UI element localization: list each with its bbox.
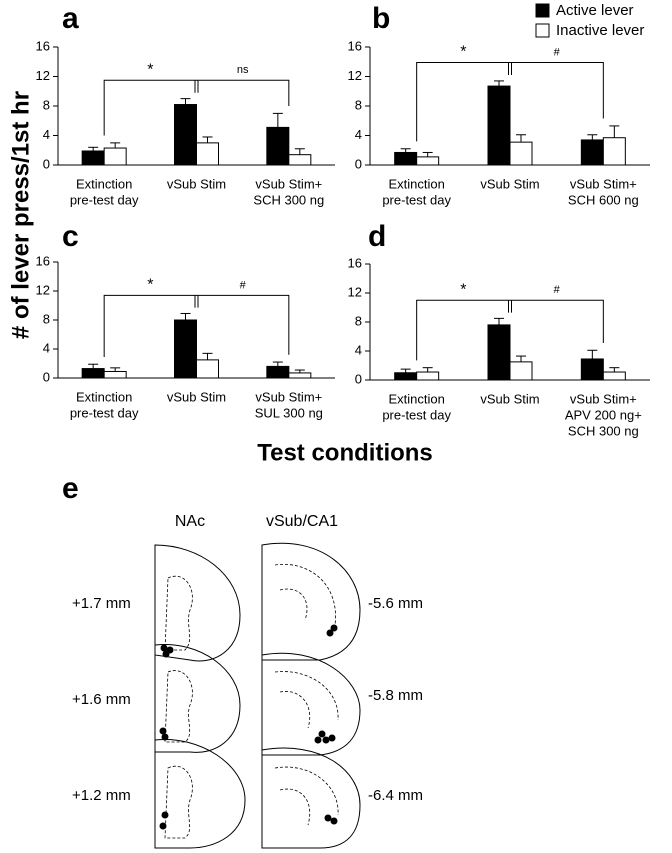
x-tick-label: SCH 600 ng (568, 192, 639, 207)
level-label: -5.8 mm (368, 687, 423, 704)
y-tick-label: 8 (43, 311, 50, 326)
level-label: +1.7 mm (72, 595, 131, 612)
x-tick-label: vSub Stim (167, 176, 226, 191)
bar (174, 319, 197, 379)
y-tick-label: 8 (43, 97, 50, 112)
bar (394, 151, 418, 166)
bar (580, 358, 604, 381)
x-tick-label: Extinction (76, 389, 132, 404)
legend-label: Inactive lever (556, 22, 644, 39)
significance-bracket (103, 294, 290, 357)
x-tick-label: pre-test day (382, 407, 451, 422)
x-tick-label: pre-test day (70, 405, 139, 420)
x-tick-label: SUL 300 ng (255, 405, 323, 420)
significance-label: # (240, 279, 247, 291)
legend-label: Active lever (556, 2, 634, 19)
x-tick-label: APV 200 ng+ (565, 407, 642, 422)
bar (394, 372, 418, 381)
y-tick-label: 0 (43, 369, 50, 384)
x-tick-label: pre-test day (70, 192, 139, 207)
bar (288, 154, 312, 166)
bar (602, 371, 626, 381)
y-tick-label: 16 (348, 38, 362, 53)
legend-swatch (535, 3, 550, 18)
y-tick-label: 12 (348, 68, 362, 83)
significance-label: * (147, 277, 153, 294)
y-tick-label: 12 (36, 68, 50, 83)
significance-label: ns (237, 64, 249, 76)
bar (602, 137, 626, 166)
x-tick-label: SCH 300 ng (568, 423, 639, 438)
x-tick-label: vSub Stim (480, 391, 539, 406)
y-tick-label: 12 (348, 284, 362, 299)
significance-bracket (416, 299, 604, 361)
brain-sections (154, 542, 361, 849)
x-tick-label: vSub Stim+ (255, 176, 322, 191)
significance-label: # (554, 284, 561, 296)
y-tick-label: 12 (36, 282, 50, 297)
y-tick-label: 16 (36, 38, 50, 53)
bar (103, 370, 127, 379)
y-tick-label: 0 (355, 156, 362, 171)
x-tick-label: vSub Stim+ (570, 176, 637, 191)
bar (266, 126, 290, 166)
y-tick-label: 0 (43, 156, 50, 171)
panel-letter: b (372, 2, 390, 35)
level-label: +1.6 mm (72, 691, 131, 708)
y-tick-label: 4 (355, 342, 362, 357)
bar (81, 368, 105, 379)
level-label: +1.2 mm (72, 787, 131, 804)
x-tick-label: vSub Stim+ (570, 391, 637, 406)
y-tick-label: 16 (348, 255, 362, 270)
panel-letter: c (62, 220, 79, 253)
y-tick-label: 4 (43, 340, 50, 355)
legend-swatch (535, 23, 550, 38)
significance-bracket (103, 79, 290, 136)
bar (196, 142, 219, 166)
significance-label: * (147, 61, 153, 78)
x-tick-label: Extinction (76, 176, 132, 191)
significance-label: * (460, 44, 466, 61)
y-tick-label: 4 (43, 127, 50, 142)
bar (288, 372, 312, 379)
panel-letter: e (62, 472, 79, 505)
bar (509, 141, 533, 166)
region-title: NAc (175, 513, 205, 530)
bar (174, 104, 197, 166)
x-tick-label: pre-test day (382, 192, 451, 207)
significance-label: # (554, 46, 561, 58)
y-axis-label: # of lever press/1st hr (7, 91, 34, 339)
significance-bracket (416, 61, 604, 142)
bar (416, 371, 440, 381)
panel-letter: a (62, 2, 79, 35)
y-tick-label: 8 (355, 97, 362, 112)
bar (266, 365, 290, 379)
x-tick-label: vSub Stim (480, 176, 539, 191)
x-tick-label: Extinction (388, 176, 444, 191)
bar (509, 361, 533, 381)
x-tick-label: SCH 300 ng (253, 192, 324, 207)
bar (81, 150, 105, 166)
level-label: -6.4 mm (368, 787, 423, 804)
y-tick-label: 4 (355, 127, 362, 142)
bar (580, 139, 604, 166)
bar (103, 147, 127, 166)
panel-letter: d (368, 220, 386, 253)
significance-label: * (460, 281, 466, 298)
x-tick-label: vSub Stim (167, 389, 226, 404)
x-axis-label: Test conditions (257, 439, 433, 466)
bar (196, 359, 219, 379)
level-label: -5.6 mm (368, 595, 423, 612)
y-tick-label: 16 (36, 253, 50, 268)
y-tick-label: 8 (355, 313, 362, 328)
region-title: vSub/CA1 (266, 513, 338, 530)
x-tick-label: Extinction (388, 391, 444, 406)
y-tick-label: 0 (355, 371, 362, 386)
bar (487, 85, 511, 166)
x-tick-label: vSub Stim+ (255, 389, 322, 404)
bar (416, 156, 440, 166)
bar (487, 324, 511, 381)
